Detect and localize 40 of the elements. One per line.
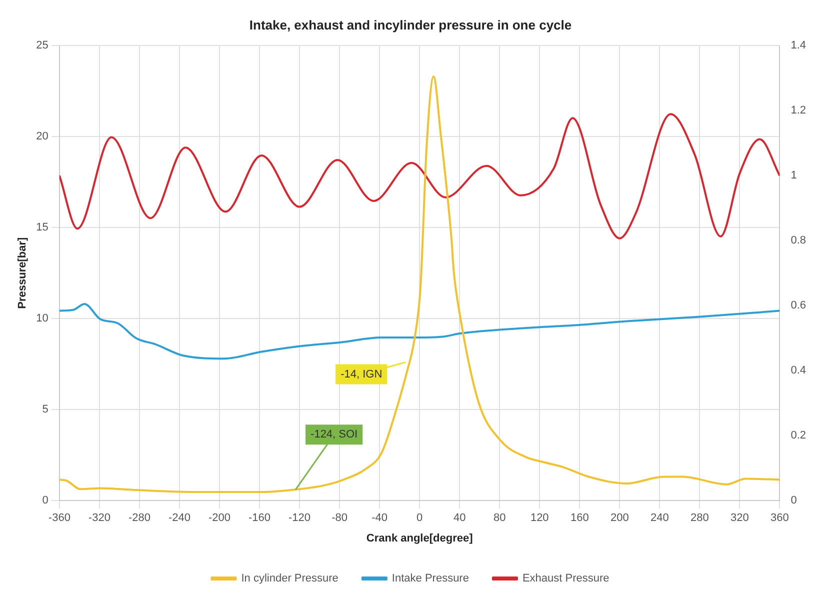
y-tick-label: 5 — [42, 404, 48, 416]
x-tick-label: 80 — [493, 512, 506, 524]
x-tick-label: -80 — [332, 512, 348, 524]
annotation: -124, SOI — [310, 428, 358, 441]
x-tick-label: 280 — [690, 512, 709, 524]
x-tick-label: -200 — [208, 512, 231, 524]
x-tick-label: 120 — [530, 512, 549, 524]
x-tick-label: -40 — [372, 512, 388, 524]
legend-label: Intake Pressure — [392, 572, 469, 585]
y-tick-label: 0 — [42, 494, 48, 507]
x-tick-label: -360 — [48, 512, 70, 524]
x-tick-label: 160 — [570, 512, 589, 524]
x-tick-label: 0 — [416, 512, 423, 524]
y-tick-label: 20 — [36, 130, 48, 143]
y2-tick-label: 0.8 — [790, 234, 806, 247]
y2-tick-label: 1.4 — [790, 40, 806, 52]
y-axis-title: Pressure[bar] — [16, 237, 29, 309]
y-tick-label: 25 — [36, 40, 48, 52]
y-tick-label: 10 — [36, 312, 48, 325]
legend-label: Exhaust Pressure — [522, 572, 610, 585]
y2-tick-label: 0 — [790, 494, 797, 507]
y2-tick-label: 0.6 — [790, 300, 806, 312]
y-tick-label: 15 — [36, 222, 48, 234]
x-tick-label: -240 — [168, 512, 190, 524]
x-tick-label: -280 — [128, 512, 150, 524]
x-tick-label: 200 — [610, 512, 629, 524]
y2-tick-label: 0.2 — [790, 430, 806, 442]
x-tick-label: 240 — [650, 512, 669, 524]
chart-title: Intake, exhaust and incylinder pressure in one cycle — [249, 17, 572, 32]
x-tick-label: 320 — [730, 512, 749, 524]
legend-label: In cylinder Pressure — [241, 572, 338, 585]
y2-tick-label: 1.2 — [790, 104, 806, 117]
x-tick-label: 40 — [453, 512, 466, 524]
x-axis-title: Crank angle[degree] — [366, 532, 474, 544]
x-tick-label: -120 — [288, 512, 311, 524]
y2-tick-label: 1 — [790, 170, 797, 182]
x-tick-label: 360 — [770, 512, 789, 524]
x-tick-label: -160 — [248, 512, 271, 524]
y2-tick-label: 0.4 — [790, 364, 806, 377]
x-tick-label: -320 — [88, 512, 110, 524]
